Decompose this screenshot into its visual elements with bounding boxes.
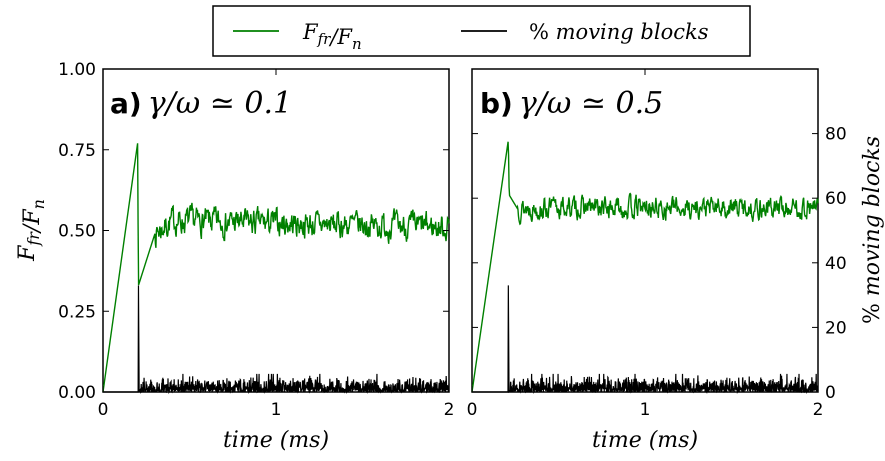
moving-blocks-line xyxy=(472,285,819,395)
legend: Ffr/Fn % moving blocks xyxy=(212,5,751,57)
x-tick-label: 0 xyxy=(467,400,478,420)
panel-b-ylabel: % moving blocks xyxy=(860,136,885,324)
friction-line xyxy=(471,141,819,393)
y-tick-label: 0.00 xyxy=(58,383,96,403)
x-tick-label: 1 xyxy=(640,400,651,420)
panel-b-title: b) γ/ω ≃ 0.5 xyxy=(480,86,663,121)
panel-a-xlabel: time (ms) xyxy=(223,428,329,453)
y-tick-label: 0.25 xyxy=(58,302,96,322)
panel-b-data xyxy=(471,141,819,395)
y-tick-label-right: 40 xyxy=(825,254,847,274)
y-tick-label-right: 0 xyxy=(825,383,836,403)
x-tick-label: 0 xyxy=(98,400,109,420)
legend-label-moving: % moving blocks xyxy=(529,20,709,44)
panel-a-title: a) γ/ω ≃ 0.1 xyxy=(110,86,292,121)
y-tick-label-right: 80 xyxy=(825,125,847,145)
panel-a-data xyxy=(102,143,450,395)
y-tick-label-right: 20 xyxy=(825,318,847,338)
y-tick-label: 0.50 xyxy=(58,222,96,242)
moving-blocks-line xyxy=(103,285,450,395)
panel-a-ylabel: Ffr/Fn xyxy=(15,199,48,262)
y-tick-label: 1.00 xyxy=(58,60,96,80)
panel-a: 0 1 2 0.00 0.25 0.50 0.75 1.00 a) γ/ω ≃ 0.1 time… xyxy=(15,60,454,453)
friction-line xyxy=(102,143,450,393)
y-tick-label: 0.75 xyxy=(58,141,96,161)
legend-label-friction: Ffr/Fn xyxy=(302,20,362,53)
x-tick-label: 2 xyxy=(813,400,824,420)
y-tick-label-right: 60 xyxy=(825,189,847,209)
x-tick-label: 1 xyxy=(271,400,282,420)
panel-a-ticks: 0 1 2 0.00 0.25 0.50 0.75 1.00 xyxy=(58,60,454,420)
panel-b-xlabel: time (ms) xyxy=(592,428,698,453)
x-tick-label: 2 xyxy=(444,400,455,420)
